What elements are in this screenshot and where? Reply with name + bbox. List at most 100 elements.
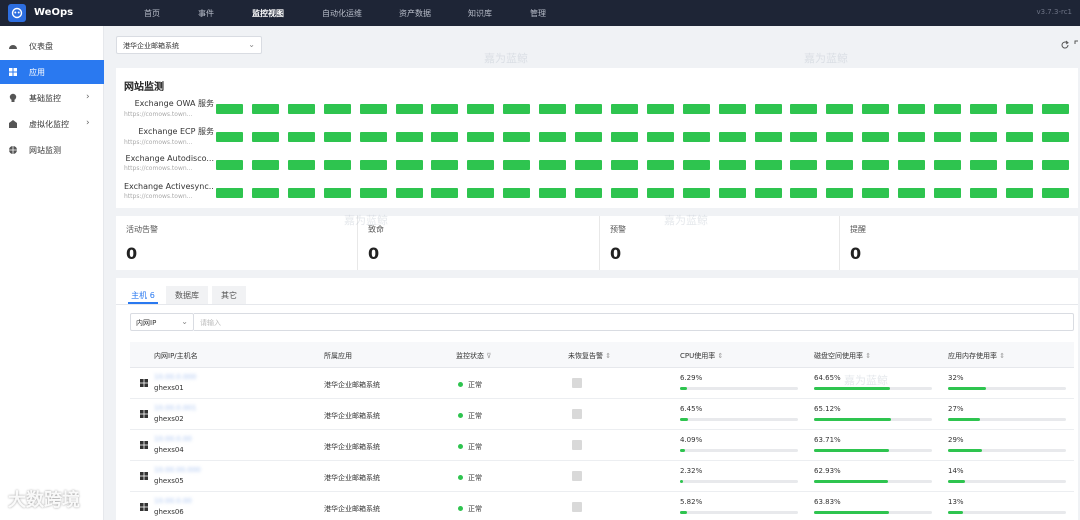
status-bar-segment[interactable] — [575, 188, 602, 198]
status-bar-segment[interactable] — [646, 160, 674, 170]
status-bar-segment[interactable] — [934, 104, 961, 114]
status-bar-segment[interactable] — [431, 188, 459, 198]
nav-events[interactable]: 事件 — [198, 9, 214, 18]
status-bar-segment[interactable] — [1041, 160, 1069, 170]
status-bar-segment[interactable] — [323, 188, 351, 198]
status-bar-segment[interactable] — [575, 104, 602, 114]
status-bar-segment[interactable] — [934, 188, 961, 198]
stat-warning[interactable]: 预警 0 — [600, 216, 840, 270]
host-ip[interactable]: 10.00.0.000 — [154, 373, 197, 381]
status-bar-segment[interactable] — [539, 132, 567, 142]
table-row[interactable]: 10.00.0.00 ghexs04 港华企业邮箱系统 正常 4.09% 63.71% 29… — [130, 430, 1074, 461]
filter-icon[interactable]: ⊽ — [486, 352, 492, 360]
status-bar-segment[interactable] — [790, 132, 818, 142]
status-bar-segment[interactable] — [359, 132, 387, 142]
status-bar-segment[interactable] — [359, 188, 387, 198]
status-bar-segment[interactable] — [1005, 132, 1033, 142]
status-bar-segment[interactable] — [790, 188, 818, 198]
host-name[interactable]: ghexs06 — [154, 508, 184, 516]
col-disk[interactable]: 磁盘空间使用率 ⇕ — [814, 351, 871, 361]
status-bar-segment[interactable] — [503, 132, 531, 142]
host-ip[interactable]: 10.00.00.000 — [154, 466, 201, 474]
status-bar-segment[interactable] — [862, 104, 890, 114]
status-bar-segment[interactable] — [790, 104, 818, 114]
host-name[interactable]: ghexs05 — [154, 477, 184, 485]
status-bar-segment[interactable] — [251, 188, 279, 198]
status-bar-segment[interactable] — [754, 160, 782, 170]
status-bar-segment[interactable] — [359, 160, 387, 170]
status-bar-segment[interactable] — [969, 104, 997, 114]
status-bar-segment[interactable] — [1005, 188, 1033, 198]
sidebar-item-basic-monitor[interactable]: 基础监控 › — [0, 86, 104, 110]
host-name[interactable]: ghexs01 — [154, 384, 184, 392]
status-bar-segment[interactable] — [718, 160, 746, 170]
status-bar-segment[interactable] — [503, 104, 531, 114]
status-bar-segment[interactable] — [934, 160, 961, 170]
status-bar-segment[interactable] — [323, 132, 351, 142]
status-bar-segment[interactable] — [216, 132, 243, 142]
status-bar-segment[interactable] — [395, 104, 423, 114]
status-bar-segment[interactable] — [718, 104, 746, 114]
status-bar-segment[interactable] — [1041, 132, 1069, 142]
host-name[interactable]: ghexs04 — [154, 446, 184, 454]
status-bar-segment[interactable] — [754, 132, 782, 142]
host-ip[interactable]: 10.00.0.00 — [154, 435, 192, 443]
table-row[interactable]: 10.00.0.001 ghexs02 港华企业邮箱系统 正常 6.45% 65.12% 2… — [130, 399, 1074, 430]
status-bar-segment[interactable] — [287, 132, 315, 142]
host-ip[interactable]: 10.00.0.001 — [154, 404, 197, 412]
table-row[interactable]: 10.00.00.000 ghexs05 港华企业邮箱系统 正常 2.32% 62.93%… — [130, 461, 1074, 492]
status-bar-segment[interactable] — [754, 188, 782, 198]
status-bar-segment[interactable] — [898, 132, 926, 142]
table-row[interactable]: 10.00.0.000 ghexs01 港华企业邮箱系统 正常 6.29% 64.65% 3… — [130, 368, 1074, 399]
fullscreen-icon[interactable] — [1074, 40, 1080, 50]
sidebar-item-web-monitor[interactable]: 网站监测 — [0, 138, 104, 162]
status-bar-segment[interactable] — [287, 104, 315, 114]
status-bar-segment[interactable] — [718, 132, 746, 142]
status-bar-segment[interactable] — [826, 132, 854, 142]
status-bar-segment[interactable] — [610, 160, 638, 170]
service-item[interactable]: Exchange ECP 服务 https://comows.town... — [124, 126, 214, 146]
sort-icon[interactable]: ⇕ — [717, 352, 724, 360]
filter-field-select[interactable]: 内网IP ⌄ — [130, 313, 194, 331]
status-bar-segment[interactable] — [323, 104, 351, 114]
sidebar-item-dashboard[interactable]: 仪表盘 — [0, 34, 104, 58]
nav-assets[interactable]: 资产数据 — [399, 9, 431, 18]
status-bar-segment[interactable] — [1005, 104, 1033, 114]
status-bar-segment[interactable] — [395, 132, 423, 142]
status-bar-segment[interactable] — [395, 188, 423, 198]
status-bar-segment[interactable] — [898, 188, 926, 198]
app-selector[interactable]: 港华企业邮箱系统 ⌄ — [116, 36, 262, 54]
status-bar-segment[interactable] — [575, 132, 602, 142]
nav-knowledge[interactable]: 知识库 — [468, 9, 492, 18]
status-bar-segment[interactable] — [323, 160, 351, 170]
status-bar-segment[interactable] — [251, 132, 279, 142]
unresolved-alert-badge[interactable] — [572, 502, 582, 512]
status-bar-segment[interactable] — [539, 160, 567, 170]
status-bar-segment[interactable] — [431, 132, 459, 142]
tab-other[interactable]: 其它 — [212, 286, 246, 304]
tab-hosts[interactable]: 主机 6 — [128, 286, 158, 304]
status-bar-segment[interactable] — [287, 188, 315, 198]
status-bar-segment[interactable] — [646, 132, 674, 142]
unresolved-alert-badge[interactable] — [572, 409, 582, 419]
status-bar-segment[interactable] — [1041, 104, 1069, 114]
status-bar-segment[interactable] — [682, 188, 710, 198]
status-bar-segment[interactable] — [718, 188, 746, 198]
tab-database[interactable]: 数据库 — [166, 286, 208, 304]
status-bar-segment[interactable] — [610, 104, 638, 114]
status-bar-segment[interactable] — [646, 104, 674, 114]
status-bar-segment[interactable] — [862, 132, 890, 142]
status-bar-segment[interactable] — [467, 132, 495, 142]
status-bar-segment[interactable] — [431, 104, 459, 114]
unresolved-alert-badge[interactable] — [572, 378, 582, 388]
filter-input[interactable]: 请输入 — [194, 313, 1074, 331]
stat-active-alerts[interactable]: 活动告警 0 — [116, 216, 358, 270]
sidebar-item-apps[interactable]: 应用 — [0, 60, 104, 84]
status-bar-segment[interactable] — [467, 104, 495, 114]
status-bar-segment[interactable] — [969, 188, 997, 198]
unresolved-alert-badge[interactable] — [572, 471, 582, 481]
status-bar-segment[interactable] — [539, 104, 567, 114]
status-bar-segment[interactable] — [898, 160, 926, 170]
status-bar-segment[interactable] — [610, 132, 638, 142]
status-bar-segment[interactable] — [826, 188, 854, 198]
